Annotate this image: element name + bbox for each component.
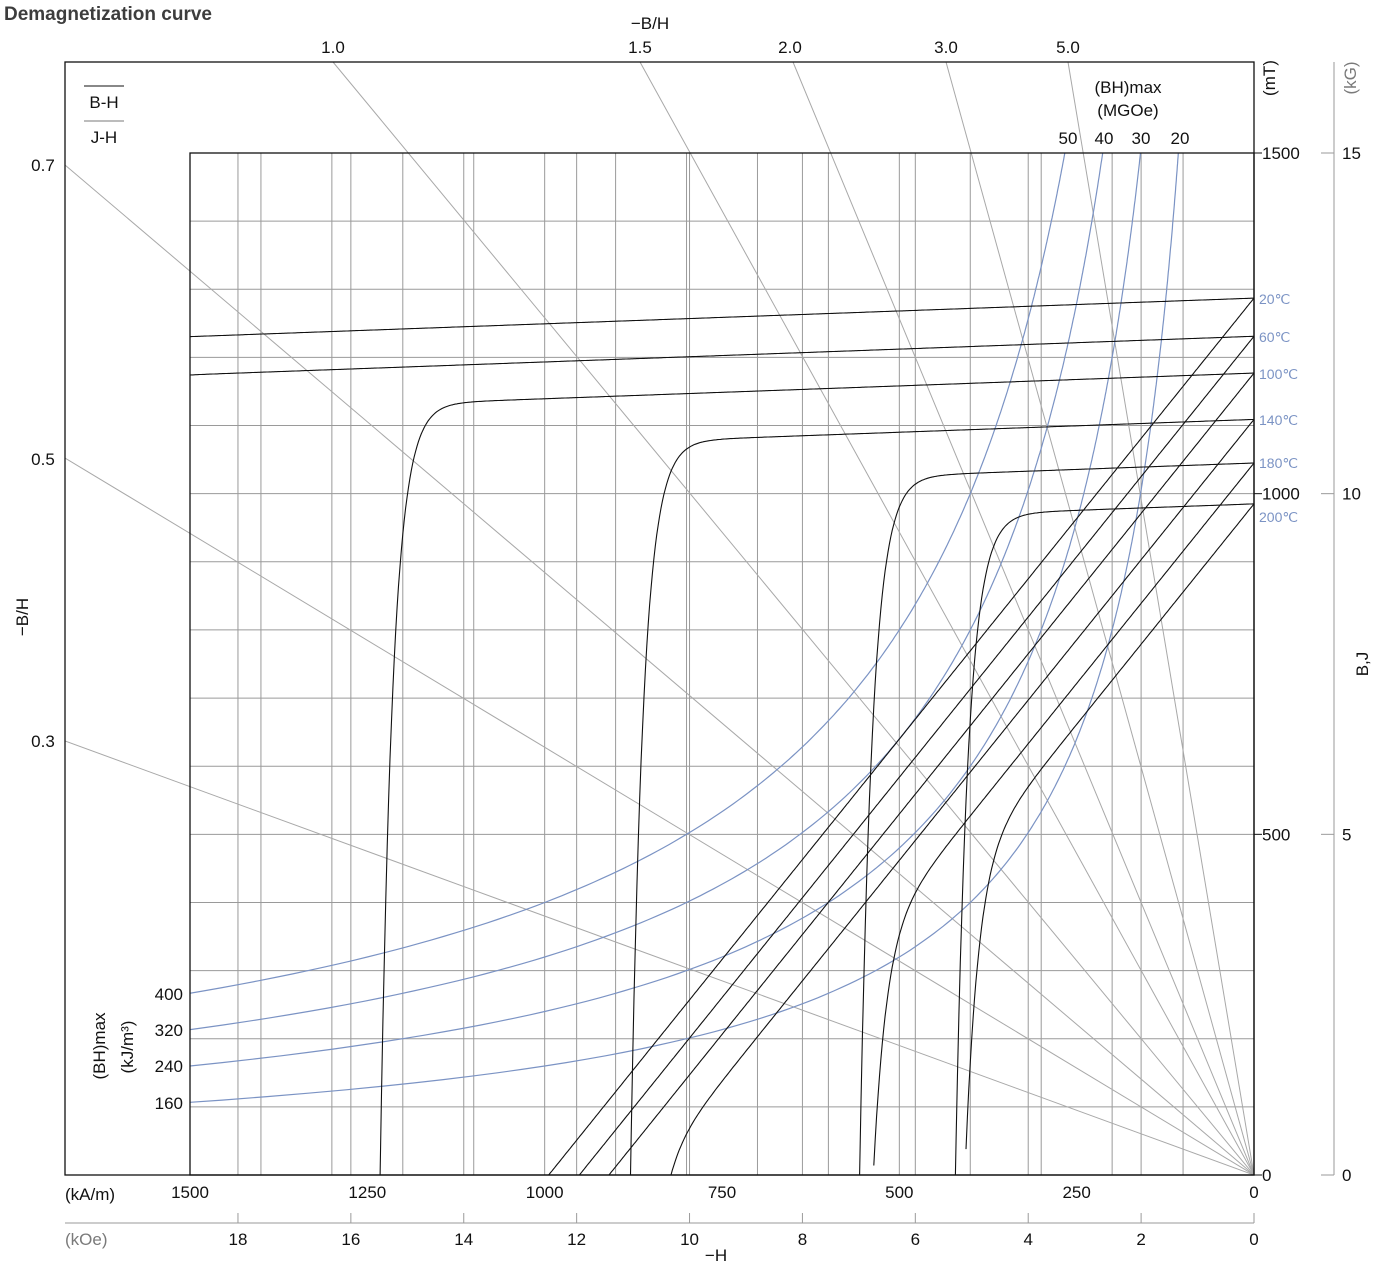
jh-curve [954,503,1254,1175]
bhmax-cgs-value: 30 [1132,129,1151,148]
bhmax-si-value: 400 [155,985,183,1004]
x-unit-kam: (kA/m) [65,1185,115,1204]
permeance-line [65,457,1254,1175]
x-tick-koe: 14 [454,1230,473,1249]
x-tick-koe: 8 [798,1230,807,1249]
demag-curves [190,297,1254,1175]
jh-curve [379,372,1254,1175]
y-tick-mt: 1500 [1262,144,1300,163]
permeance-line [65,740,1254,1175]
bh-curve [578,335,1254,1175]
bhmax-curve [190,153,1066,994]
y-tick-mt: 1000 [1262,485,1300,504]
permeance-label-left: 0.7 [31,156,55,175]
temperature-label: 200℃ [1259,509,1298,525]
permeance-label-top: 1.5 [628,38,652,57]
bhmax-si-value: 240 [155,1057,183,1076]
permeance-line [1067,62,1254,1175]
bhmax-si-title: (BH)max [90,1012,109,1080]
y-tick-kg: 15 [1342,144,1361,163]
bhmax-si-unit: (kJ/m³) [118,1021,137,1074]
frame-layer [64,61,1335,1224]
plot-frame [189,152,1255,1176]
temperature-label: 20℃ [1259,291,1290,307]
temperature-label: 180℃ [1259,455,1298,471]
permeance-label-left: 0.3 [31,732,55,751]
bhmax-si-value: 160 [155,1094,183,1113]
permeance-title-top: −B/H [631,14,669,33]
outer-frame [64,61,1255,1176]
bhmax-cgs-title: (BH)max [1094,78,1162,97]
legend-bh: B-H [89,93,118,112]
permeance-line [945,62,1254,1175]
permeance-label-top: 2.0 [778,38,802,57]
y-tick-kg: 5 [1342,825,1351,844]
permeance-line [792,62,1254,1175]
bhmax-curve [190,153,1104,1031]
x-tick-kam: 500 [885,1183,913,1202]
permeance-label-top: 1.0 [321,38,345,57]
label-layer: B-H J-H −B/H 1.0 1.5 2.0 3.0 5.0 0.7 0.5 0.3 −B/H (B… [13,14,1372,1265]
temperature-label: 140℃ [1259,412,1298,428]
permeance-label-top: 5.0 [1056,38,1080,57]
permeance-line [639,62,1254,1175]
x-axis-label: −H [705,1246,727,1265]
x-tick-kam: 0 [1249,1183,1258,1202]
x-tick-kam: 750 [708,1183,736,1202]
y-tick-kg: 0 [1342,1166,1351,1185]
jh-curve [190,335,1254,376]
bhmax-cgs-value: 40 [1095,129,1114,148]
bhmax-cgs-value: 20 [1171,129,1190,148]
bh-curve [608,372,1254,1175]
y-tick-mt: 500 [1262,825,1290,844]
legend-jh: J-H [91,128,117,147]
x-tick-kam: 1500 [171,1183,209,1202]
x-tick-koe: 18 [228,1230,247,1249]
x-tick-kam: 1000 [526,1183,564,1202]
y-unit-mt: (mT) [1260,60,1279,96]
jh-curve [629,418,1254,1175]
grid-layer [189,152,1255,1176]
permeance-label-left: 0.5 [31,450,55,469]
permeance-line [65,164,1254,1175]
bhmax-curves [190,153,1179,1103]
x-tick-kam: 1250 [348,1183,386,1202]
permeance-line [332,62,1254,1175]
bh-curve [670,419,1254,1175]
x-tick-koe: 16 [341,1230,360,1249]
x-tick-koe: 0 [1249,1230,1258,1249]
temperature-label: 60℃ [1259,329,1290,345]
permeance-label-top: 3.0 [934,38,958,57]
x-tick-kam: 250 [1062,1183,1090,1202]
x-tick-koe: 6 [911,1230,920,1249]
y-unit-kg: (kG) [1341,61,1360,94]
temperature-label: 100℃ [1259,366,1298,382]
jh-curve [859,462,1254,1175]
bhmax-si-value: 320 [155,1021,183,1040]
jh-curve [190,297,1254,338]
y-axis-label: B,J [1353,652,1372,677]
y-tick-mt: 0 [1262,1166,1271,1185]
x-unit-koe: (kOe) [65,1230,108,1249]
bh-curve [873,462,1254,1166]
bhmax-curve [190,153,1179,1103]
bhmax-cgs-unit: (MGOe) [1097,101,1158,120]
x-tick-koe: 12 [567,1230,586,1249]
bh-curve [965,503,1254,1150]
bhmax-cgs-value: 50 [1059,129,1078,148]
bh-curve [547,297,1254,1175]
chart-title: Demagnetization curve [4,4,212,25]
x-tick-koe: 2 [1136,1230,1145,1249]
x-tick-koe: 10 [680,1230,699,1249]
y-tick-kg: 10 [1342,485,1361,504]
x-tick-koe: 4 [1023,1230,1032,1249]
permeance-title-left: −B/H [13,598,32,636]
permeance-lines [65,62,1254,1175]
